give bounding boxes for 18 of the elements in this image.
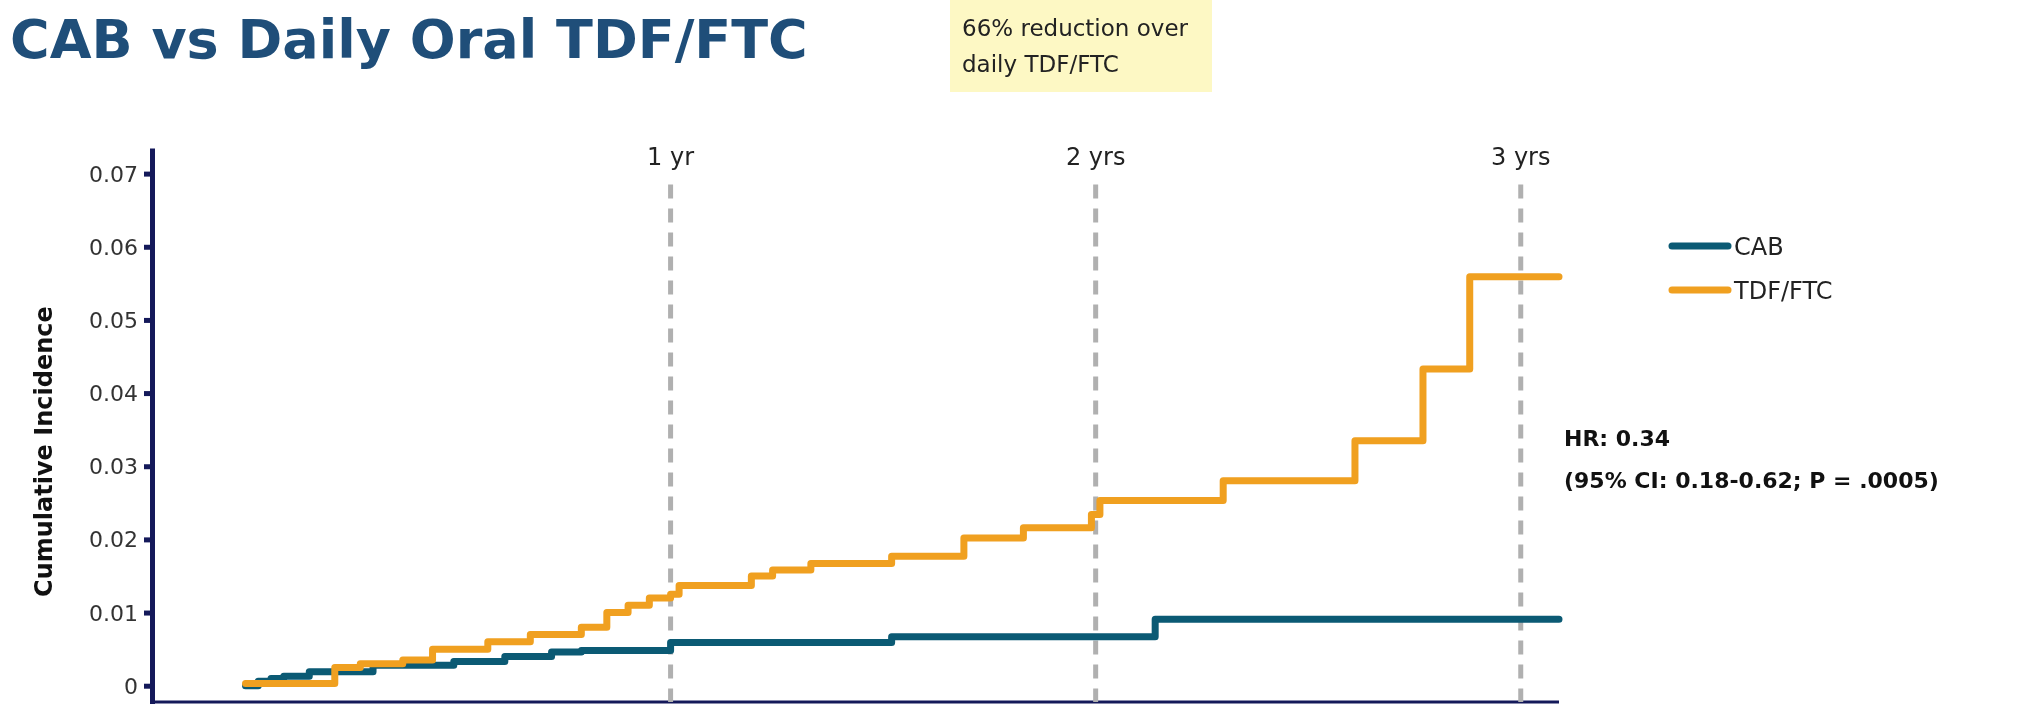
legend-label: CAB xyxy=(1734,233,1784,261)
text: (95% CI: 0.18-0.62; P = .0005) xyxy=(1564,468,1939,493)
y-axis-title: Cumulative Incidence xyxy=(30,306,58,597)
legend-label: TDF/FTC xyxy=(1733,277,1833,305)
y-tick-label: 0 xyxy=(124,673,138,699)
x-tick-label: 3 yrs xyxy=(1491,142,1551,171)
x-tick-label: 1 yr xyxy=(647,142,695,171)
chart-title: CAB vs Daily Oral TDF/FTC xyxy=(10,8,808,71)
y-tick-label: 0.06 xyxy=(89,234,138,260)
y-tick-label: 0.04 xyxy=(89,381,138,407)
y-tick-label: 0.05 xyxy=(89,307,138,333)
y-tick-label: 0.07 xyxy=(89,161,138,187)
x-tick-label: 2 yrs xyxy=(1065,142,1126,171)
text: HR: 0.34 xyxy=(1564,426,1671,451)
y-tick-label: 0.02 xyxy=(89,527,138,553)
y-tick-label: 0.03 xyxy=(89,454,138,480)
text: 66% reduction over daily TDF/FTC xyxy=(962,15,1189,77)
y-tick-label: 0.01 xyxy=(89,600,138,626)
